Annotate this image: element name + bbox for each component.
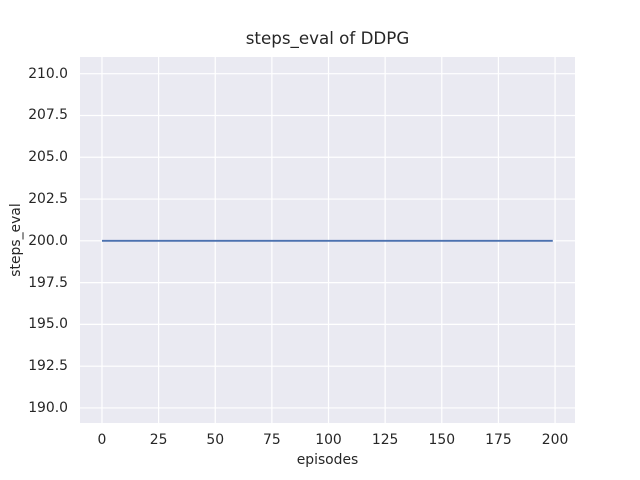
x-tick-label: 75	[263, 432, 281, 448]
x-axis-label: episodes	[296, 452, 359, 468]
y-tick-label: 202.5	[28, 191, 68, 208]
x-tick-label: 50	[206, 432, 225, 448]
y-tick-label: 200.0	[28, 232, 68, 249]
y-tick-label: 190.0	[28, 399, 68, 416]
x-tick-label: 100	[315, 432, 342, 448]
x-tick-label: 200	[541, 432, 569, 448]
chart-title: steps_eval of DDPG	[245, 28, 410, 48]
x-tick-label: 150	[428, 432, 456, 448]
y-tick-label: 195.0	[28, 316, 68, 333]
x-tick-label: 175	[485, 432, 512, 448]
x-tick-label: 125	[371, 432, 399, 448]
y-tick-label: 210.0	[28, 65, 68, 82]
x-tick-label: 25	[149, 432, 168, 448]
y-tick-label: 205.0	[28, 149, 68, 166]
y-tick-label: 207.5	[28, 107, 68, 124]
x-tick-label: 0	[97, 432, 107, 448]
y-tick-label: 197.5	[28, 274, 68, 291]
y-tick-label: 192.5	[28, 358, 68, 375]
